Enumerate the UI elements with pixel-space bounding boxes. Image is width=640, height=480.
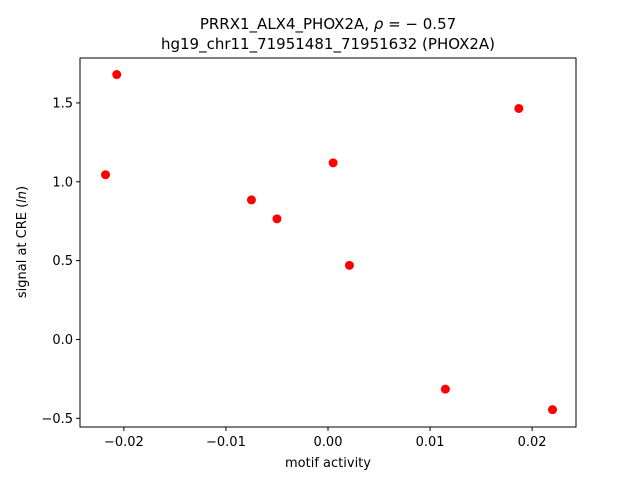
data-point — [272, 214, 282, 224]
x-tick-label: −0.02 — [104, 435, 144, 450]
y-tick-label: 0.0 — [52, 333, 73, 348]
data-point — [548, 405, 558, 415]
x-tick-label: −0.01 — [206, 435, 246, 450]
data-point — [344, 260, 354, 270]
y-tick-label: −0.5 — [41, 412, 73, 427]
data-point — [246, 195, 256, 205]
x-tick-label: 0.01 — [416, 435, 445, 450]
y-tick-label: 1.0 — [52, 175, 73, 190]
x-axis-label: motif activity — [285, 456, 371, 471]
data-point — [328, 158, 338, 168]
data-point — [112, 70, 122, 80]
data-point — [101, 170, 111, 180]
axes-frame — [79, 57, 577, 428]
chart-title-line1: PRRX1_ALX4_PHOX2A, ρ = − 0.57 — [200, 15, 456, 34]
y-tick-label: 0.5 — [52, 254, 73, 269]
x-tick-label: 0.02 — [518, 435, 547, 450]
data-point — [514, 103, 524, 113]
x-tick-label: 0.00 — [314, 435, 343, 450]
y-tick-label: 1.5 — [52, 96, 73, 111]
plot-area: −0.02 −0.01 0.00 0.01 0.02 −0.5 0.0 0.5 1.0 1.5 — [41, 57, 577, 450]
y-axis-label: signal at CRE (ln) — [15, 186, 30, 298]
data-point — [440, 384, 450, 394]
chart-title-line2: hg19_chr11_71951481_71951632 (PHOX2A) — [161, 35, 495, 54]
